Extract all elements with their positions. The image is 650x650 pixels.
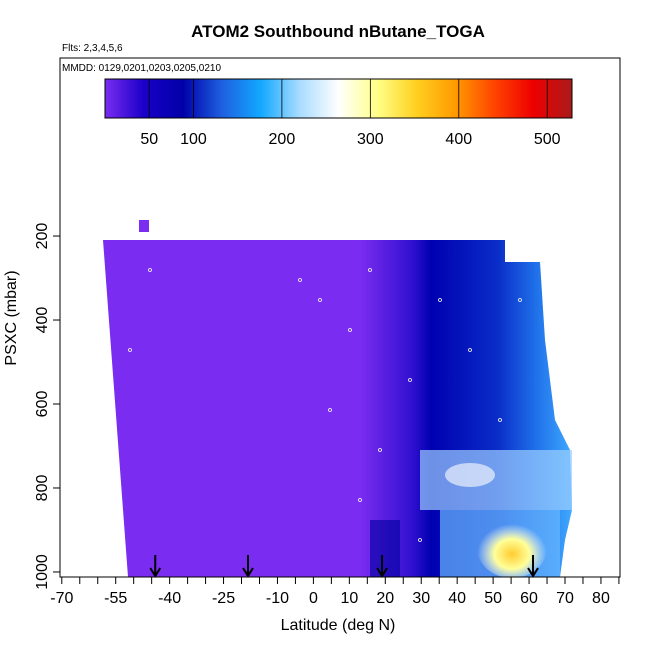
y-tick-label: 800: [34, 475, 51, 502]
x-tick-label: -70: [50, 590, 73, 607]
x-tick-label: -55: [104, 590, 127, 607]
y-tick-label: 400: [34, 307, 51, 334]
arrow: [527, 555, 539, 578]
arrow-head: [242, 567, 254, 578]
x-tick-label: -10: [266, 590, 289, 607]
colorbar-tick-label: 300: [357, 131, 384, 148]
y-tick-label: 1000: [34, 554, 51, 590]
x-tick-label: -40: [158, 590, 181, 607]
arrow: [242, 555, 254, 578]
y-axis-label: PSXC (mbar): [3, 270, 20, 365]
colorbar-tick-label: 100: [180, 131, 207, 148]
colorbar-tick-label: 400: [445, 131, 472, 148]
y-tick-label: 200: [34, 223, 51, 250]
arrow: [149, 555, 162, 578]
arrow-head: [527, 567, 539, 578]
x-tick-label: 50: [484, 590, 502, 607]
x-tick-label: 40: [448, 590, 466, 607]
chart-title: ATOM2 Southbound nButane_TOGA: [191, 22, 485, 41]
x-tick-label: 10: [340, 590, 358, 607]
x-axis-label: Latitude (deg N): [281, 617, 396, 634]
x-tick-label: 20: [376, 590, 394, 607]
x-tick-label: 60: [520, 590, 538, 607]
x-tick-label: -25: [212, 590, 235, 607]
plot-frame: [59, 57, 621, 578]
annotation: MMDD: 0129,0201,0203,0205,0210: [62, 63, 221, 74]
arrow-head: [376, 567, 388, 578]
x-tick-label: 80: [592, 590, 610, 607]
arrow: [376, 555, 388, 578]
subtitle: Flts: 2,3,4,5,6: [62, 43, 123, 54]
x-tick-label: 0: [309, 590, 318, 607]
x-tick-label: 70: [556, 590, 574, 607]
curtain: [103, 220, 572, 578]
colorbar: [104, 78, 573, 119]
colorbar-tick-label: 200: [269, 131, 296, 148]
y-tick-label: 600: [34, 391, 51, 418]
arrow-head: [149, 567, 162, 578]
colorbar-tick-label: 500: [534, 131, 561, 148]
colorbar-tick-label: 50: [140, 131, 158, 148]
x-tick-label: 30: [412, 590, 430, 607]
